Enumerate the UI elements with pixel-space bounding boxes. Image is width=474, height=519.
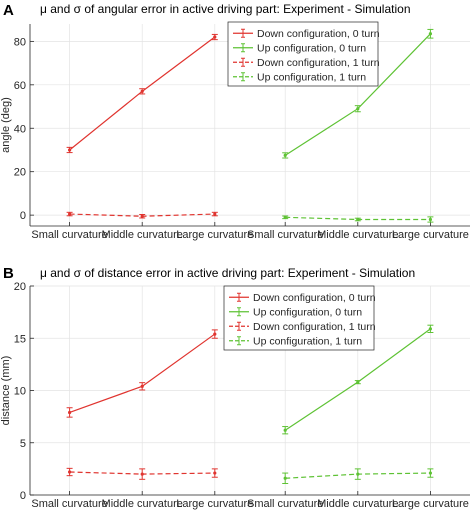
data-point xyxy=(356,107,360,111)
series-4 xyxy=(282,468,434,485)
y-axis-label: distance (mm) xyxy=(0,356,12,426)
data-point xyxy=(68,212,72,216)
data-point xyxy=(356,380,360,384)
x-tick-label: Large curvature xyxy=(176,498,253,510)
legend-label: Down configuration, 1 turn xyxy=(253,321,376,333)
series-2 xyxy=(282,324,434,435)
series-1 xyxy=(66,33,218,154)
x-tick-label: Middle curvature xyxy=(102,498,183,510)
panel-label: B xyxy=(3,265,14,282)
data-point xyxy=(140,384,144,388)
legend-label: Down configuration, 0 turn xyxy=(257,28,380,40)
data-point xyxy=(428,217,432,222)
data-point xyxy=(283,153,287,158)
data-point xyxy=(213,332,217,336)
x-tick-label: Middle curvature xyxy=(317,498,398,510)
x-tick-label: Large curvature xyxy=(392,498,469,510)
data-point xyxy=(283,215,287,219)
legend-label: Down configuration, 0 turn xyxy=(253,292,376,304)
data-point xyxy=(428,471,432,475)
y-tick-label: 15 xyxy=(14,333,26,345)
legend: Down configuration, 0 turn Up configurati… xyxy=(227,21,380,87)
legend: Down configuration, 0 turn Up configurati… xyxy=(223,285,376,351)
data-point xyxy=(68,470,72,474)
series-3 xyxy=(66,467,218,480)
data-point xyxy=(213,35,217,39)
y-tick-label: 40 xyxy=(14,123,26,135)
data-point xyxy=(283,428,287,432)
y-axis-label: angle (deg) xyxy=(0,97,12,153)
x-tick-label: Large curvature xyxy=(176,229,253,241)
data-point xyxy=(428,327,432,331)
legend-label: Up configuration, 0 turn xyxy=(253,307,362,319)
y-tick-label: 60 xyxy=(14,80,26,92)
y-tick-label: 80 xyxy=(14,36,26,48)
y-tick-label: 0 xyxy=(20,210,26,222)
data-point xyxy=(213,212,217,216)
series-4 xyxy=(282,215,434,223)
x-tick-label: Small curvature xyxy=(31,229,107,241)
x-tick-label: Large curvature xyxy=(392,229,469,241)
chart-title: μ and σ of angular error in active drivi… xyxy=(40,2,411,16)
y-tick-label: 20 xyxy=(14,281,26,293)
series-3 xyxy=(66,211,218,219)
data-point xyxy=(140,89,144,93)
y-tick-label: 10 xyxy=(14,386,26,398)
legend-label: Down configuration, 1 turn xyxy=(257,57,380,69)
y-tick-label: 20 xyxy=(14,167,26,179)
data-point xyxy=(68,148,72,152)
panel-label: A xyxy=(3,2,14,19)
data-point xyxy=(356,217,360,222)
y-tick-label: 0 xyxy=(20,490,26,502)
data-point xyxy=(140,472,144,476)
data-point xyxy=(283,476,287,480)
data-point xyxy=(356,472,360,476)
data-point xyxy=(140,214,144,218)
legend-label: Up configuration, 1 turn xyxy=(253,336,362,348)
y-tick-label: 5 xyxy=(20,438,26,450)
x-tick-label: Small curvature xyxy=(31,498,107,510)
x-tick-label: Small curvature xyxy=(247,498,323,510)
x-tick-label: Middle curvature xyxy=(317,229,398,241)
legend-label: Up configuration, 0 turn xyxy=(257,43,366,55)
legend-box xyxy=(223,285,375,351)
x-tick-label: Small curvature xyxy=(247,229,323,241)
series-1 xyxy=(66,329,218,418)
legend-label: Up configuration, 1 turn xyxy=(257,72,366,84)
data-point xyxy=(213,471,217,475)
data-point xyxy=(68,410,72,415)
x-tick-label: Middle curvature xyxy=(102,229,183,241)
data-point xyxy=(428,32,432,36)
chart-title: μ and σ of distance error in active driv… xyxy=(40,266,415,280)
series-2 xyxy=(282,28,434,159)
